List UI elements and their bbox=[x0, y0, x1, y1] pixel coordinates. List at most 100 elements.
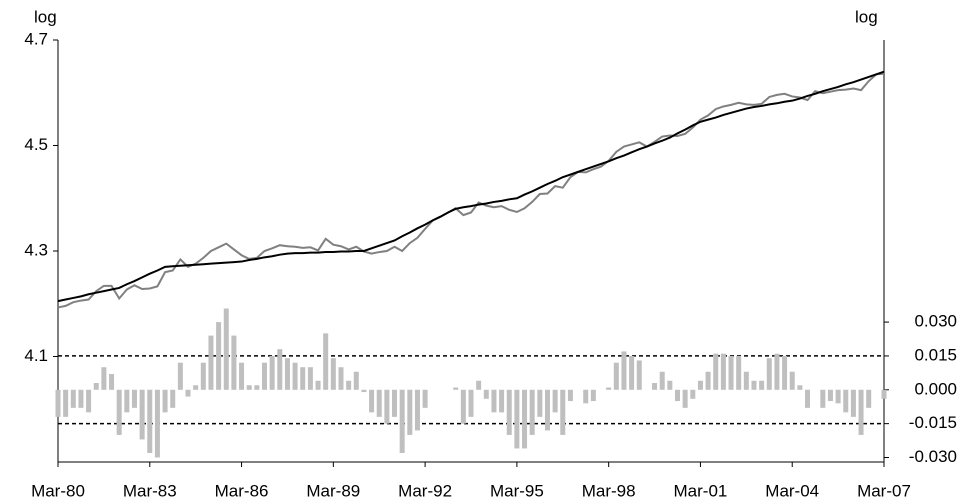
bar bbox=[78, 389, 84, 408]
bar bbox=[728, 355, 734, 390]
y-axis-label: log bbox=[34, 7, 57, 26]
x-tick-label: Mar-86 bbox=[215, 481, 269, 500]
bar bbox=[208, 335, 214, 390]
bar bbox=[491, 389, 497, 413]
bar bbox=[782, 355, 788, 390]
bar bbox=[843, 389, 849, 413]
bar bbox=[697, 380, 703, 390]
bar bbox=[338, 367, 344, 390]
bar bbox=[514, 389, 520, 449]
bar bbox=[170, 389, 176, 408]
bar bbox=[246, 385, 252, 390]
bar bbox=[116, 389, 122, 435]
bar bbox=[659, 371, 665, 390]
y2-tick-label: 0.000 bbox=[914, 379, 957, 398]
bar bbox=[468, 389, 474, 417]
bar bbox=[162, 389, 168, 413]
bar bbox=[797, 385, 803, 390]
bar bbox=[705, 371, 711, 390]
bar bbox=[414, 389, 420, 431]
bar bbox=[353, 371, 359, 390]
bar bbox=[315, 380, 321, 390]
bar bbox=[537, 389, 543, 417]
bar bbox=[736, 355, 742, 390]
bar bbox=[583, 389, 589, 404]
x-tick-label: Mar-80 bbox=[31, 481, 85, 500]
bar bbox=[805, 389, 811, 408]
bar bbox=[713, 353, 719, 390]
y2-axis-label: log bbox=[855, 7, 878, 26]
bar bbox=[590, 389, 596, 402]
x-tick-label: Mar-92 bbox=[398, 481, 452, 500]
bar bbox=[346, 380, 352, 390]
bar bbox=[858, 389, 864, 435]
bar bbox=[407, 389, 413, 435]
bar bbox=[820, 389, 826, 408]
bar bbox=[323, 333, 329, 390]
bar bbox=[759, 380, 765, 390]
bar bbox=[262, 362, 267, 390]
bar bbox=[254, 385, 260, 390]
bar bbox=[866, 389, 872, 408]
bar bbox=[567, 389, 573, 402]
bar bbox=[369, 389, 375, 413]
x-tick-label: Mar-83 bbox=[123, 481, 177, 500]
bar bbox=[177, 362, 183, 390]
bar bbox=[70, 389, 76, 408]
bar bbox=[675, 389, 680, 402]
bar bbox=[835, 389, 841, 404]
bar bbox=[124, 389, 130, 413]
y-tick-label: 4.5 bbox=[24, 135, 48, 154]
bar bbox=[63, 389, 69, 417]
bar bbox=[292, 362, 298, 390]
bar bbox=[850, 389, 856, 417]
bar bbox=[774, 353, 780, 390]
x-tick-label: Mar-89 bbox=[306, 481, 360, 500]
bar bbox=[827, 389, 833, 402]
bar bbox=[193, 385, 199, 390]
bar bbox=[789, 371, 795, 390]
bar bbox=[154, 389, 160, 458]
bar bbox=[269, 355, 275, 390]
bar bbox=[147, 389, 153, 453]
y2-tick-label: -0.015 bbox=[909, 413, 957, 432]
y-tick-label: 4.7 bbox=[24, 29, 48, 48]
bar bbox=[55, 389, 61, 417]
bar bbox=[200, 362, 206, 390]
bar bbox=[460, 389, 466, 424]
bar bbox=[93, 383, 99, 390]
bar bbox=[223, 308, 229, 390]
bar bbox=[300, 367, 306, 390]
bar bbox=[560, 389, 566, 435]
bar bbox=[667, 380, 673, 390]
x-tick-label: Mar-01 bbox=[674, 481, 728, 500]
y2-tick-label: 0.030 bbox=[914, 312, 957, 331]
x-tick-label: Mar-95 bbox=[490, 481, 544, 500]
bar bbox=[330, 358, 336, 390]
bar bbox=[109, 373, 115, 390]
x-tick-label: Mar-04 bbox=[765, 481, 819, 500]
bar bbox=[101, 367, 107, 390]
bar bbox=[522, 389, 528, 449]
line bbox=[57, 72, 885, 309]
bar bbox=[743, 371, 749, 390]
bar bbox=[499, 389, 505, 413]
y-tick-label: 4.1 bbox=[24, 346, 48, 365]
bar bbox=[239, 362, 245, 390]
y-tick-label: 4.3 bbox=[24, 240, 48, 259]
bar bbox=[606, 387, 612, 390]
bar bbox=[284, 358, 290, 390]
bar bbox=[139, 389, 145, 440]
bar bbox=[690, 389, 696, 399]
bar bbox=[86, 389, 92, 413]
bar bbox=[544, 389, 550, 431]
bar bbox=[766, 358, 772, 390]
bar bbox=[720, 353, 726, 390]
bar bbox=[131, 389, 137, 408]
x-tick-label: Mar-07 bbox=[857, 481, 911, 500]
bar bbox=[636, 360, 642, 390]
y2-tick-label: 0.015 bbox=[914, 345, 957, 364]
bar bbox=[652, 383, 658, 390]
bar bbox=[529, 389, 535, 435]
bar bbox=[881, 389, 887, 399]
